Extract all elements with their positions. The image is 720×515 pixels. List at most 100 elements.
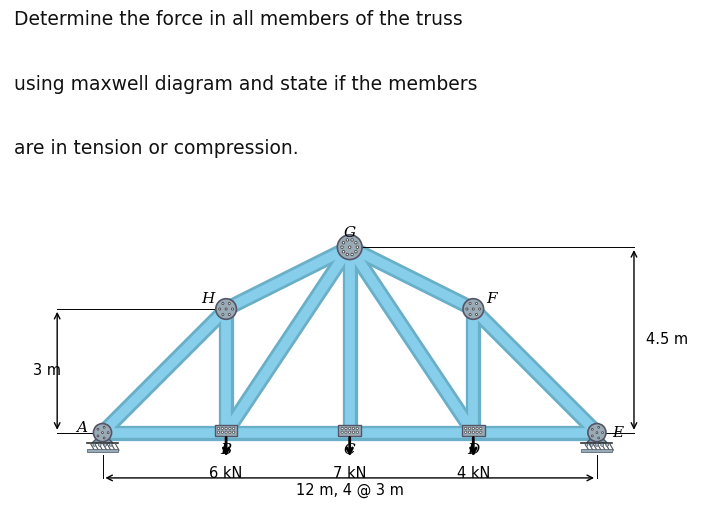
Text: 7 kN: 7 kN (333, 467, 366, 482)
Circle shape (221, 431, 223, 433)
Circle shape (99, 443, 101, 447)
Text: B: B (220, 443, 232, 457)
Text: 6 kN: 6 kN (210, 467, 243, 482)
Circle shape (97, 435, 99, 437)
Circle shape (598, 426, 600, 428)
Circle shape (342, 242, 345, 244)
Circle shape (585, 443, 588, 447)
Circle shape (338, 235, 362, 260)
Circle shape (476, 431, 478, 433)
Circle shape (596, 432, 598, 434)
Polygon shape (92, 433, 113, 443)
Polygon shape (587, 433, 607, 443)
Circle shape (463, 299, 484, 319)
Circle shape (225, 308, 227, 310)
Text: E: E (612, 425, 623, 440)
Circle shape (464, 427, 467, 430)
Text: C: C (344, 443, 356, 457)
Circle shape (475, 302, 477, 304)
Circle shape (479, 308, 481, 310)
Circle shape (222, 314, 224, 316)
Circle shape (342, 250, 345, 253)
Text: are in tension or compression.: are in tension or compression. (14, 140, 299, 159)
Circle shape (348, 246, 351, 248)
Circle shape (229, 427, 231, 430)
Text: 4.5 m: 4.5 m (647, 332, 688, 348)
Text: G: G (343, 226, 356, 240)
Circle shape (228, 302, 230, 304)
Circle shape (602, 432, 603, 434)
Circle shape (104, 426, 105, 428)
Circle shape (480, 427, 482, 430)
Circle shape (475, 314, 477, 316)
Circle shape (356, 431, 359, 433)
Text: D: D (467, 443, 480, 457)
Circle shape (221, 427, 223, 430)
Circle shape (469, 431, 471, 433)
Circle shape (595, 443, 598, 447)
Circle shape (348, 431, 351, 433)
Circle shape (233, 431, 235, 433)
Circle shape (107, 432, 109, 434)
Circle shape (348, 427, 351, 430)
Circle shape (351, 253, 354, 256)
Circle shape (341, 431, 343, 433)
Circle shape (217, 431, 220, 433)
Circle shape (351, 238, 354, 241)
Circle shape (228, 314, 230, 316)
Circle shape (345, 431, 347, 433)
Text: 12 m, 4 @ 3 m: 12 m, 4 @ 3 m (296, 483, 404, 498)
Circle shape (606, 443, 608, 447)
Circle shape (233, 427, 235, 430)
Bar (582, 449, 612, 452)
Circle shape (225, 427, 228, 430)
Circle shape (231, 308, 233, 310)
Circle shape (469, 427, 471, 430)
Circle shape (341, 427, 343, 430)
Text: Determine the force in all members of the truss: Determine the force in all members of th… (14, 10, 463, 29)
Circle shape (229, 431, 231, 433)
Circle shape (341, 246, 343, 248)
Circle shape (600, 443, 603, 447)
Circle shape (466, 308, 468, 310)
Text: 3 m: 3 m (33, 363, 61, 379)
Circle shape (355, 250, 357, 253)
Circle shape (356, 246, 359, 248)
Circle shape (352, 431, 355, 433)
Circle shape (352, 427, 355, 430)
Circle shape (93, 443, 96, 447)
Circle shape (469, 314, 471, 316)
Circle shape (591, 435, 593, 437)
Circle shape (355, 242, 357, 244)
Bar (215, 424, 238, 436)
Text: H: H (201, 291, 214, 306)
Text: 4 kN: 4 kN (456, 467, 490, 482)
Circle shape (109, 443, 112, 447)
Circle shape (480, 431, 482, 433)
Circle shape (346, 253, 348, 256)
Circle shape (472, 431, 474, 433)
Circle shape (472, 308, 474, 310)
Circle shape (104, 443, 107, 447)
Bar (462, 424, 485, 436)
Circle shape (94, 423, 112, 442)
Circle shape (225, 431, 228, 433)
Circle shape (476, 427, 478, 430)
Circle shape (469, 302, 471, 304)
Circle shape (464, 431, 467, 433)
Circle shape (590, 443, 593, 447)
Circle shape (346, 238, 348, 241)
Circle shape (219, 308, 221, 310)
Text: A: A (76, 421, 87, 436)
Text: F: F (487, 291, 497, 306)
Circle shape (104, 437, 105, 439)
Circle shape (216, 299, 236, 319)
Circle shape (598, 437, 600, 439)
Circle shape (217, 427, 220, 430)
Text: using maxwell diagram and state if the members: using maxwell diagram and state if the m… (14, 75, 478, 94)
Bar (338, 424, 361, 436)
Circle shape (102, 432, 104, 434)
Bar (87, 449, 118, 452)
Circle shape (97, 428, 99, 430)
Circle shape (222, 302, 224, 304)
